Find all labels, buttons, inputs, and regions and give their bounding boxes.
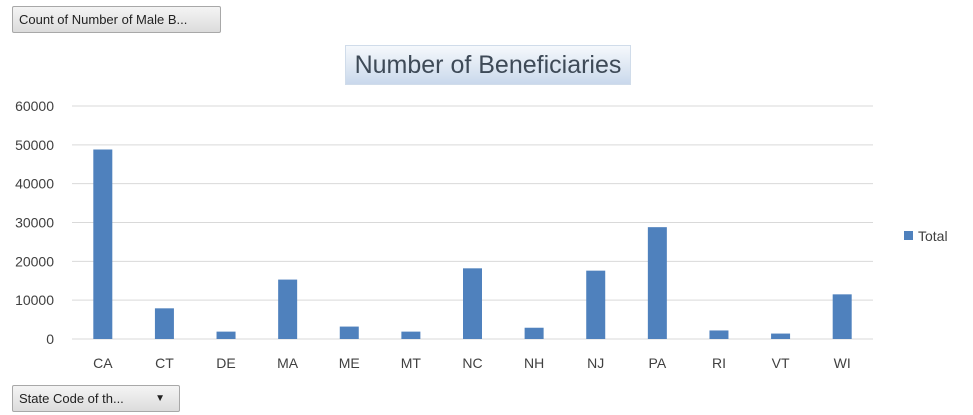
x-tick-label-mt: MT xyxy=(401,355,422,371)
x-tick-label-ri: RI xyxy=(712,355,726,371)
y-tick-label: 20000 xyxy=(15,253,54,269)
bar-ri xyxy=(709,330,729,339)
x-tick-label-ct: CT xyxy=(155,355,174,371)
bar-pa xyxy=(647,227,667,339)
x-tick-label-nc: NC xyxy=(462,355,482,371)
bar-de xyxy=(216,331,236,339)
bar-nh xyxy=(524,327,544,339)
bar-ct xyxy=(154,308,174,339)
bar-ma xyxy=(278,279,298,339)
y-tick-label: 10000 xyxy=(15,292,54,308)
chart-title: Number of Beneficiaries xyxy=(345,45,631,85)
x-tick-label-de: DE xyxy=(216,355,235,371)
x-tick-label-ca: CA xyxy=(93,355,113,371)
y-axis-tick-labels: 0 10000 20000 30000 40000 50000 60000 xyxy=(15,98,54,347)
value-field-button[interactable]: Count of Number of Male B... xyxy=(12,6,221,33)
axis-field-label: State Code of th... xyxy=(19,391,124,406)
y-tick-label: 60000 xyxy=(15,98,54,114)
y-tick-label: 50000 xyxy=(15,137,54,153)
x-tick-label-ma: MA xyxy=(277,355,299,371)
x-tick-label-me: ME xyxy=(339,355,360,371)
x-axis-tick-labels: CA CT DE MA ME MT NC NH NJ PA RI VT WI xyxy=(93,355,851,371)
y-tick-label: 40000 xyxy=(15,176,54,192)
x-tick-label-vt: VT xyxy=(772,355,790,371)
x-tick-label-nh: NH xyxy=(524,355,544,371)
bar-me xyxy=(339,326,359,339)
x-tick-label-pa: PA xyxy=(649,355,667,371)
bars xyxy=(93,149,852,339)
y-tick-label: 0 xyxy=(46,331,54,347)
bar-vt xyxy=(771,333,791,339)
x-tick-label-wi: WI xyxy=(834,355,851,371)
bar-ca xyxy=(93,149,113,339)
y-tick-label: 30000 xyxy=(15,215,54,231)
axis-field-button[interactable]: State Code of th... ▼ xyxy=(12,385,180,412)
x-tick-label-nj: NJ xyxy=(587,355,604,371)
bar-nc xyxy=(463,268,482,339)
legend-label-total: Total xyxy=(918,228,948,244)
bar-mt xyxy=(401,331,421,339)
bar-wi xyxy=(832,294,852,339)
bar-nj xyxy=(586,270,606,339)
legend: Total xyxy=(904,228,948,244)
chevron-down-icon[interactable]: ▼ xyxy=(155,393,165,404)
legend-swatch-total xyxy=(904,231,913,240)
